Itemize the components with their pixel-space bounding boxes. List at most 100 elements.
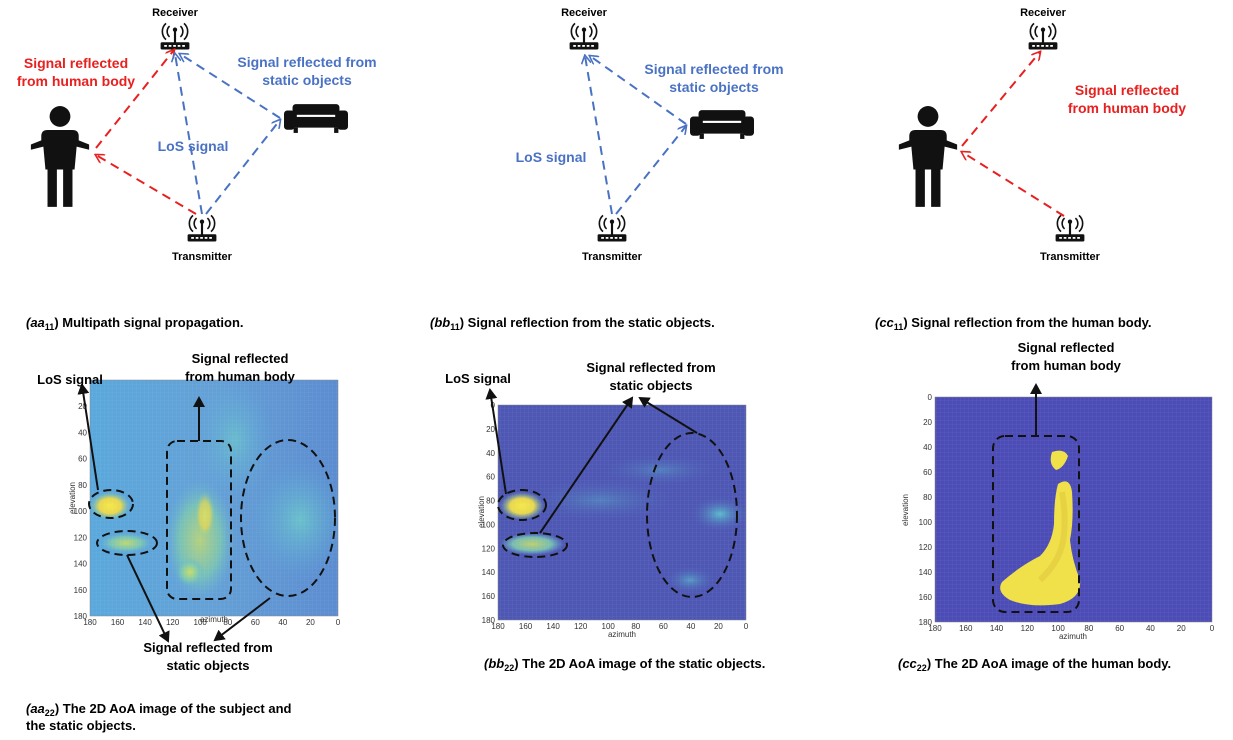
static-annotation: Signal reflected from	[586, 360, 715, 375]
y-axis-label: elevation	[477, 496, 486, 528]
x-tick-label: 20	[306, 618, 315, 627]
x-tick-label: 120	[574, 622, 588, 631]
y-tick-label: 60	[923, 468, 932, 477]
y-tick-label: 40	[923, 443, 932, 452]
x-tick-label: 140	[138, 618, 152, 627]
receiver-label: Receiver	[152, 7, 199, 19]
y-tick-label: 20	[923, 418, 932, 427]
x-tick-label: 0	[336, 618, 341, 627]
caption-c22: (cc22) The 2D AoA image of the human bod…	[898, 656, 1171, 673]
caption-c11: (cc11) Signal reflection from the human …	[875, 315, 1152, 332]
human-signal-label: Signal reflected	[24, 55, 128, 71]
y-tick-label: 20	[78, 402, 87, 411]
y-tick-label: 40	[486, 449, 495, 458]
svg-text:(aa11) Multipath signal propag: (aa11) Multipath signal propagation.	[26, 315, 244, 332]
x-tick-label: 180	[83, 618, 97, 627]
diagram-static: Receiver Transmitter Signal reflected fr…	[516, 7, 784, 263]
y-tick-label: 160	[482, 592, 496, 601]
x-tick-label: 40	[278, 618, 287, 627]
person-icon	[898, 106, 958, 207]
y-tick-label: 80	[923, 493, 932, 502]
static-incident-path	[205, 120, 280, 215]
human-signal-label: from human body	[17, 73, 135, 89]
los-annotation: LoS signal	[445, 371, 511, 386]
x-tick-label: 60	[251, 618, 260, 627]
x-tick-label: 100	[602, 622, 616, 631]
x-tick-label: 120	[166, 618, 180, 627]
x-tick-label: 60	[659, 622, 668, 631]
x-tick-label: 20	[1177, 624, 1186, 633]
los-path	[175, 54, 203, 215]
caption-b22: (bb22) The 2D AoA image of the static ob…	[484, 656, 765, 673]
x-tick-label: 80	[631, 622, 640, 631]
person-icon	[30, 106, 90, 207]
human-annotation: Signal reflected	[1018, 340, 1115, 355]
sofa-icon	[690, 110, 754, 139]
y-tick-label: 160	[74, 586, 88, 595]
y-tick-label: 100	[482, 520, 496, 529]
wifi-router-icon	[1054, 214, 1086, 243]
x-axis-label: azimuth	[608, 630, 636, 639]
x-tick-label: 40	[686, 622, 695, 631]
y-tick-label: 180	[74, 612, 88, 621]
svg-text:(cc22) The 2D AoA image of the: (cc22) The 2D AoA image of the human bod…	[898, 656, 1171, 673]
human-incident-path	[96, 155, 197, 215]
static-annotation: Signal reflected from	[143, 640, 272, 655]
transmitter-label: Transmitter	[1040, 251, 1101, 263]
sofa-icon	[284, 104, 348, 133]
human-annotation: Signal reflected	[192, 351, 289, 366]
caption-b11: (bb11) Signal reflection from the static…	[430, 315, 715, 332]
body-hotspot-head	[1050, 450, 1068, 470]
static-signal-label: Signal reflected from	[644, 61, 783, 77]
caption-a11: (aa11) Multipath signal propagation.	[26, 315, 244, 332]
x-tick-label: 0	[1210, 624, 1215, 633]
wifi-router-icon	[568, 22, 600, 51]
svg-text:(bb11) Signal reflection from: (bb11) Signal reflection from the static…	[430, 315, 715, 332]
diagram-multipath: Receiver Transmitter Signal reflected fr…	[17, 7, 377, 263]
wifi-router-icon	[159, 22, 191, 51]
human-annotation: from human body	[1011, 358, 1122, 373]
x-tick-label: 100	[194, 618, 208, 627]
y-tick-label: 100	[74, 507, 88, 516]
static-annotation: static objects	[166, 658, 249, 673]
x-tick-label: 80	[1084, 624, 1093, 633]
svg-text:the static objects.: the static objects.	[26, 718, 136, 733]
x-tick-label: 180	[491, 622, 505, 631]
x-tick-label: 120	[1021, 624, 1035, 633]
human-incident-path	[962, 152, 1065, 217]
y-axis-label: elevation	[68, 482, 77, 514]
human-reflected-path	[961, 52, 1040, 147]
y-tick-label: 60	[78, 455, 87, 464]
svg-text:(cc11) Signal reflection from: (cc11) Signal reflection from the human …	[875, 315, 1152, 332]
y-tick-label: 180	[919, 618, 933, 627]
static-signal-label: Signal reflected from	[237, 54, 376, 70]
y-tick-label: 140	[919, 568, 933, 577]
y-tick-label: 140	[482, 568, 496, 577]
x-axis-label: azimuth	[200, 615, 228, 624]
y-tick-label: 60	[486, 473, 495, 482]
los-annotation: LoS signal	[37, 372, 103, 387]
x-tick-label: 140	[546, 622, 560, 631]
y-tick-label: 40	[78, 428, 87, 437]
transmitter-label: Transmitter	[582, 251, 643, 263]
y-axis-label: elevation	[901, 494, 910, 526]
x-axis-label: azimuth	[1059, 632, 1087, 641]
y-tick-label: 180	[482, 616, 496, 625]
x-tick-label: 140	[990, 624, 1004, 633]
wifi-router-icon	[186, 214, 218, 243]
caption-a22: (aa22) The 2D AoA image of the subject a…	[26, 701, 292, 733]
diagram-human: Receiver Transmitter Signal reflected fr…	[898, 7, 1186, 263]
human-signal-label: Signal reflected	[1075, 82, 1179, 98]
y-tick-label: 120	[482, 544, 496, 553]
y-tick-label: 120	[919, 543, 933, 552]
x-tick-label: 20	[714, 622, 723, 631]
los-signal-label: LoS signal	[158, 138, 229, 154]
y-tick-label: 80	[486, 497, 495, 506]
y-tick-label: 120	[74, 533, 88, 542]
